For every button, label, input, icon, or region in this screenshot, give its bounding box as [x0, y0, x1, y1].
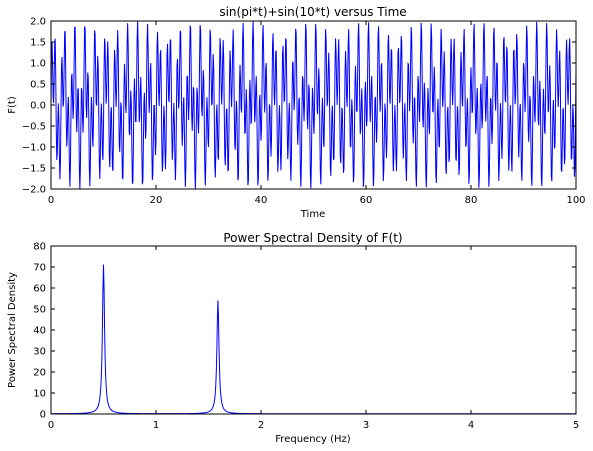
time-y-tick-label: −1.0	[22, 143, 46, 154]
time-y-axis-label: F(t)	[7, 96, 18, 114]
psd-x-axis: 0 1 2 3 4 5	[48, 246, 579, 431]
psd-chart-plot-area	[51, 246, 576, 414]
psd-x-tick-label: 2	[258, 420, 264, 431]
psd-y-tick-label: 20	[33, 368, 46, 379]
psd-x-tick-label: 5	[573, 420, 579, 431]
time-x-tick-label: 100	[566, 195, 585, 206]
psd-y-axis: 80 70 60 50 40 30 20 10 0	[33, 242, 576, 421]
time-x-tick-label: 0	[48, 195, 54, 206]
psd-y-axis-label: Power Spectral Density	[7, 272, 18, 388]
time-series-line	[51, 21, 576, 189]
psd-x-tick-label: 4	[468, 420, 474, 431]
time-series-group	[51, 21, 576, 189]
psd-y-tick-label: 10	[33, 389, 46, 400]
time-x-tick-label: 40	[255, 195, 268, 206]
psd-chart: Power Spectral Density of F(t) 0 1 2 3 4 5 80…	[7, 231, 579, 445]
time-x-tick-label: 80	[465, 195, 478, 206]
time-y-tick-label: −1.5	[22, 164, 46, 175]
psd-y-tick-label: 0	[40, 410, 46, 421]
time-y-tick-label: −2.0	[22, 185, 46, 196]
psd-chart-title: Power Spectral Density of F(t)	[223, 231, 402, 245]
psd-y-tick-label: 40	[33, 326, 46, 337]
psd-x-tick-label: 3	[363, 420, 369, 431]
psd-x-tick-label: 1	[153, 420, 159, 431]
time-y-tick-label: 1.0	[30, 59, 46, 70]
time-series-chart: sin(pi*t)+sin(10*t) versus Time 0 20 40 60 8…	[7, 5, 586, 220]
time-chart-title: sin(pi*t)+sin(10*t) versus Time	[219, 5, 406, 19]
psd-y-tick-label: 30	[33, 347, 46, 358]
time-y-tick-label: 0.0	[30, 101, 46, 112]
time-y-tick-label: −0.5	[22, 122, 46, 133]
psd-y-tick-label: 70	[33, 263, 46, 274]
time-x-tick-label: 60	[360, 195, 373, 206]
time-y-axis: 2.0 1.5 1.0 0.5 0.0 −0.5 −1.0 −1.5 −2.0	[22, 17, 576, 196]
time-x-tick-label: 20	[150, 195, 163, 206]
psd-y-tick-label: 50	[33, 305, 46, 316]
psd-y-tick-label: 80	[33, 242, 46, 253]
psd-y-tick-label: 60	[33, 284, 46, 295]
time-x-axis: 0 20 40 60 80 100	[48, 21, 586, 206]
psd-x-axis-label: Frequency (Hz)	[275, 434, 351, 445]
time-y-tick-label: 2.0	[30, 17, 46, 28]
psd-x-tick-label: 0	[48, 420, 54, 431]
time-x-axis-label: Time	[300, 209, 325, 220]
time-y-tick-label: 1.5	[30, 38, 46, 49]
time-y-tick-label: 0.5	[30, 80, 46, 91]
